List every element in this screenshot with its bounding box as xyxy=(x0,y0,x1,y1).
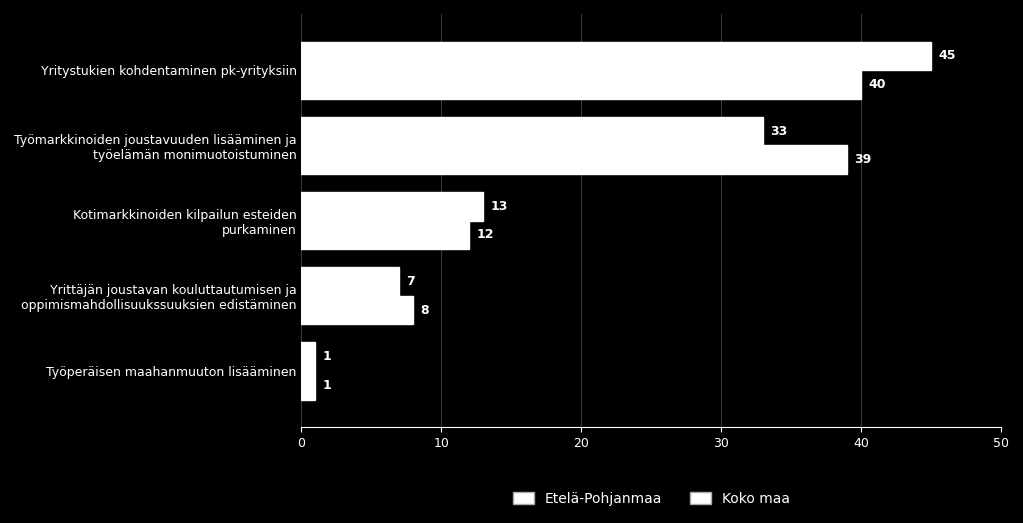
Text: 33: 33 xyxy=(770,124,788,138)
Text: 1: 1 xyxy=(322,350,331,363)
Bar xyxy=(302,145,847,174)
Bar xyxy=(302,267,399,296)
Text: 1: 1 xyxy=(322,379,331,392)
Bar xyxy=(302,117,763,145)
Bar xyxy=(302,42,931,70)
Text: 40: 40 xyxy=(869,78,886,91)
Text: 39: 39 xyxy=(854,153,872,166)
Text: 13: 13 xyxy=(490,200,507,213)
Bar xyxy=(302,192,483,221)
Bar xyxy=(302,70,861,99)
Text: 12: 12 xyxy=(477,229,494,242)
Text: 45: 45 xyxy=(938,50,955,62)
Bar xyxy=(302,343,315,371)
Bar xyxy=(302,296,413,324)
Bar xyxy=(302,221,470,249)
Text: 7: 7 xyxy=(406,275,415,288)
Text: 8: 8 xyxy=(420,304,429,316)
Bar xyxy=(302,371,315,400)
Legend: Etelä-Pohjanmaa, Koko maa: Etelä-Pohjanmaa, Koko maa xyxy=(507,486,795,511)
